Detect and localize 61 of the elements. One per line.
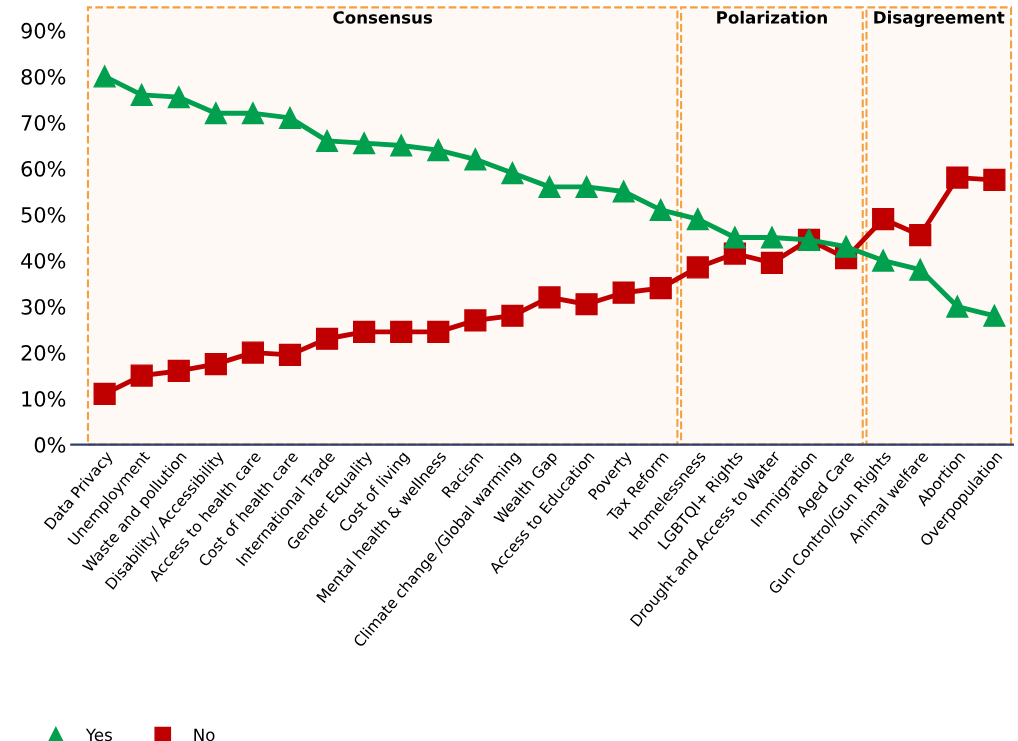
- band-label: Consensus: [333, 11, 433, 24]
- point: [167, 86, 190, 109]
- point: [983, 304, 1006, 327]
- point: [575, 175, 598, 198]
- legend-label: Yes: [85, 728, 112, 741]
- point: [241, 341, 265, 364]
- point: [538, 175, 561, 198]
- point: [390, 134, 413, 157]
- point: [204, 102, 227, 125]
- point: [315, 327, 339, 350]
- point: [946, 295, 969, 318]
- y-tick-label: 30%: [21, 298, 66, 315]
- y-tick-label: 40%: [21, 252, 66, 269]
- point: [909, 258, 932, 281]
- point: [686, 256, 709, 279]
- y-tick-label: 90%: [21, 22, 66, 39]
- point: [464, 148, 487, 171]
- point: [872, 249, 895, 272]
- point: [278, 106, 302, 129]
- point: [872, 207, 895, 231]
- point: [686, 207, 709, 231]
- point: [130, 364, 153, 387]
- point: [130, 83, 153, 106]
- point: [760, 251, 784, 274]
- y-tick-label: 0%: [34, 437, 66, 453]
- y-tick-label: 60%: [21, 160, 66, 177]
- point: [946, 166, 969, 189]
- point: [93, 65, 116, 88]
- legend-label: No: [194, 728, 215, 741]
- point: [983, 168, 1006, 192]
- band-label: Polarization: [717, 10, 827, 24]
- point: [612, 180, 635, 203]
- point: [390, 320, 413, 343]
- band-label: Disagreement: [874, 10, 1005, 28]
- point: [427, 138, 450, 162]
- point: [501, 304, 524, 327]
- point: [501, 161, 524, 185]
- y-tick-label: 70%: [21, 114, 66, 131]
- point: [575, 293, 598, 316]
- y-tick-label: 50%: [21, 206, 66, 223]
- y-tick-label: 10%: [22, 391, 66, 407]
- point: [241, 102, 265, 125]
- point: [723, 226, 746, 249]
- point: [538, 286, 561, 309]
- y-tick-label: 80%: [21, 68, 66, 85]
- point: [649, 277, 672, 300]
- point: [760, 226, 784, 249]
- point: [834, 235, 858, 258]
- point: [204, 352, 227, 376]
- point: [167, 359, 190, 383]
- point: [464, 309, 487, 332]
- point: [612, 281, 635, 304]
- point: [278, 343, 302, 366]
- point: [315, 129, 339, 152]
- point: [353, 132, 376, 155]
- point: [93, 382, 116, 406]
- point: [427, 320, 450, 343]
- y-tick-label: 20%: [21, 345, 66, 361]
- point: [353, 320, 376, 343]
- point: [649, 198, 672, 222]
- point: [909, 224, 932, 247]
